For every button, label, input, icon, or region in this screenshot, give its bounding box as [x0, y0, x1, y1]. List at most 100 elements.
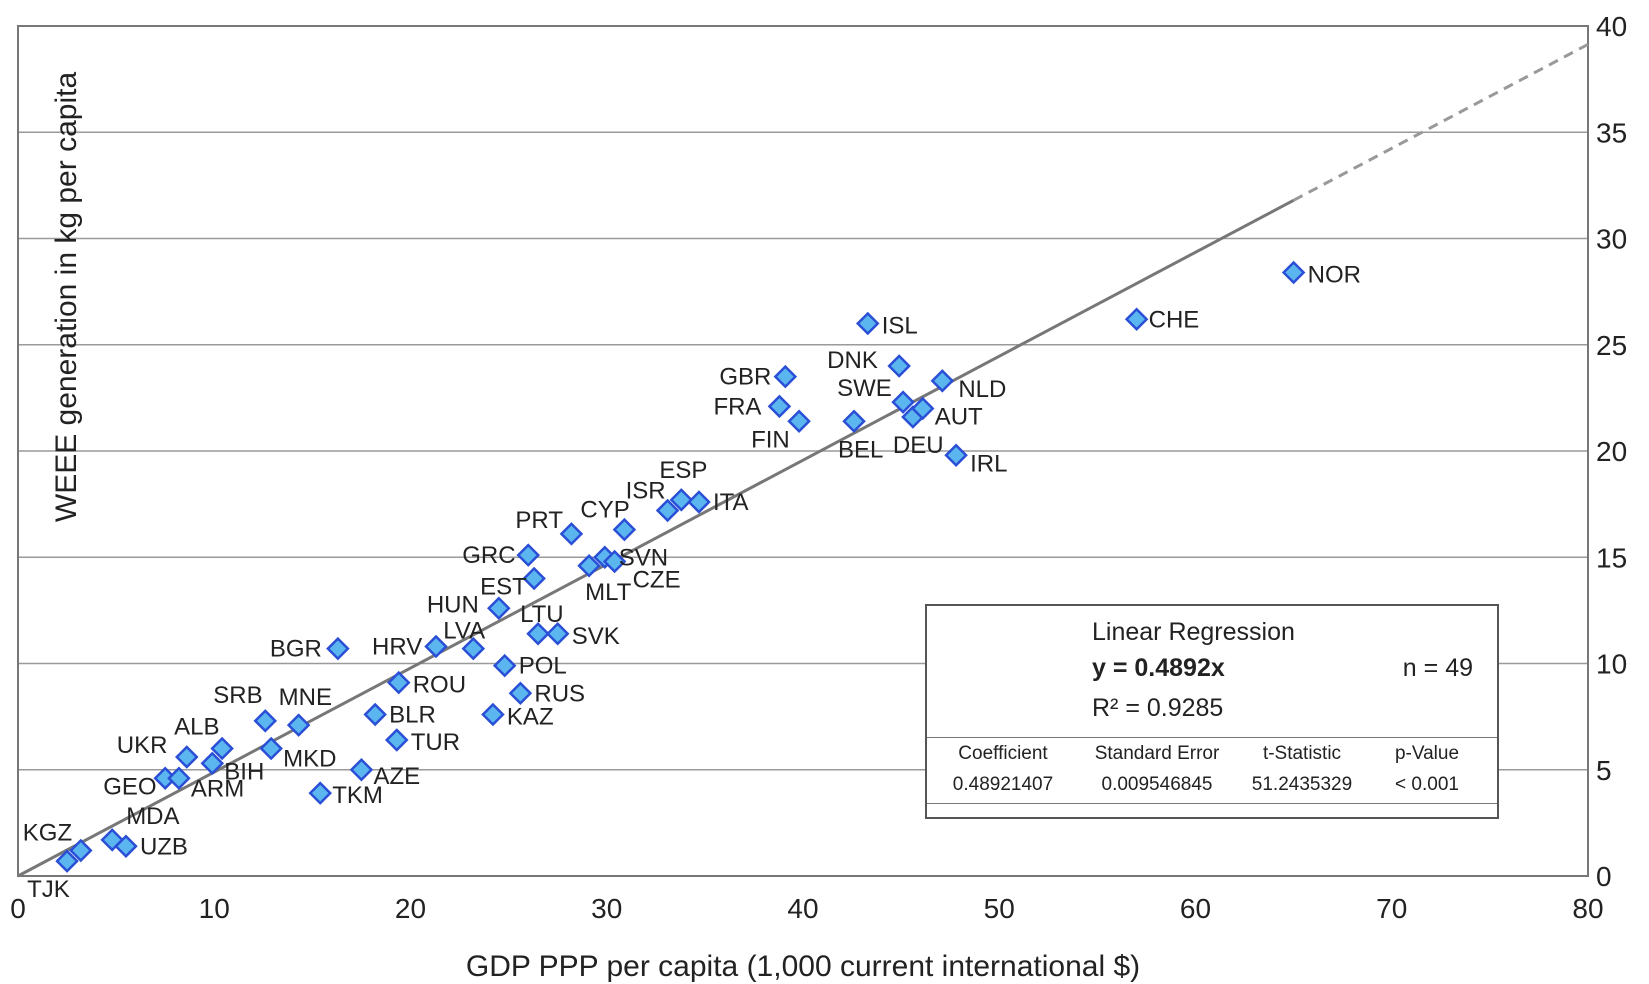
- data-point-marker: [687, 490, 711, 514]
- data-point-marker: [1281, 260, 1306, 285]
- x-axis-ticks: 0 10 20 30 40 50 60 70 80: [10, 893, 1603, 924]
- x-tick-label: 70: [1376, 893, 1407, 924]
- point-label: CZE: [633, 567, 681, 594]
- gridlines: [18, 131, 1588, 771]
- x-tick-label: 60: [1180, 893, 1211, 924]
- stats-value-cell: 0.009546845: [1101, 774, 1213, 795]
- point-label: SVK: [572, 623, 620, 650]
- point-label: TJK: [27, 876, 70, 903]
- point-label: DEU: [893, 432, 944, 459]
- data-point-marker: [559, 522, 584, 546]
- data-point-marker: [910, 396, 935, 421]
- x-axis-title: GDP PPP per capita (1,000 current intern…: [466, 950, 1140, 983]
- data-point-marker: [577, 553, 601, 578]
- stats-header-row: Coefficient Standard Error t-Statistic p…: [927, 743, 1497, 771]
- point-label: UZB: [140, 833, 188, 860]
- point-label: LTU: [520, 601, 564, 628]
- data-point-marker: [767, 394, 792, 419]
- x-tick-label: 10: [199, 893, 230, 924]
- data-point-marker: [891, 390, 915, 414]
- data-point-marker: [787, 409, 811, 434]
- point-label: PRT: [515, 507, 563, 534]
- regression-line-solid: [17, 198, 1295, 878]
- y-tick-label: 5: [1596, 755, 1612, 786]
- data-point-marker: [286, 713, 311, 737]
- point-label: MNE: [279, 684, 332, 711]
- data-point-marker: [1124, 307, 1149, 332]
- data-point-marker: [508, 681, 533, 706]
- point-label: ESP: [659, 457, 707, 484]
- data-point-marker: [200, 751, 225, 776]
- point-label: HUN: [427, 591, 479, 618]
- regression-line: [17, 43, 1589, 878]
- stats-value-cell: 0.48921407: [952, 774, 1054, 795]
- regression-summary-box: Linear Regression y = 0.4892x n = 49 R² …: [925, 604, 1499, 819]
- point-label: ROU: [413, 672, 466, 699]
- data-point-marker: [930, 369, 955, 393]
- data-point-marker: [487, 596, 511, 621]
- stats-header-cell: t-Statistic: [1262, 743, 1342, 764]
- data-point-marker: [516, 543, 541, 567]
- data-point-marker: [259, 736, 283, 761]
- point-label: IRL: [970, 450, 1007, 477]
- point-label: TUR: [411, 729, 460, 756]
- data-point-marker: [481, 702, 505, 727]
- stats-header-cell: Coefficient: [958, 743, 1048, 764]
- regression-title: Linear Regression: [1092, 618, 1295, 646]
- data-point-marker: [461, 636, 486, 661]
- point-label: SWE: [837, 375, 892, 402]
- y-tick-label: 15: [1596, 542, 1627, 573]
- data-point-marker: [386, 670, 411, 695]
- point-label: MLT: [585, 579, 632, 606]
- point-label: CYP: [580, 497, 629, 524]
- plot-frame: [17, 25, 1589, 877]
- point-label: BLR: [389, 702, 436, 729]
- point-label: SVN: [619, 544, 668, 571]
- stats-header-cell: p-Value: [1394, 743, 1460, 764]
- data-point-marker: [424, 634, 448, 659]
- regression-line-extension: [1292, 43, 1589, 202]
- y-tick-label: 40: [1596, 11, 1627, 42]
- point-label: CHE: [1149, 306, 1200, 333]
- point-label: BEL: [838, 436, 883, 463]
- point-label: DNK: [827, 347, 878, 374]
- y-tick-label: 20: [1596, 436, 1627, 467]
- point-label: ISL: [882, 313, 918, 340]
- data-point-marker: [326, 636, 350, 661]
- point-label: ALB: [174, 714, 219, 741]
- point-label: ITA: [713, 489, 749, 516]
- data-point-marker: [69, 838, 93, 863]
- data-point-marker: [522, 566, 546, 591]
- point-label: ISR: [626, 478, 666, 505]
- point-label: ARM: [191, 775, 244, 802]
- r-squared: R² = 0.9285: [1092, 694, 1224, 722]
- x-tick-label: 20: [395, 893, 426, 924]
- data-point-marker: [655, 498, 680, 523]
- point-label: LVA: [443, 618, 485, 645]
- y-tick-label: 0: [1596, 861, 1612, 892]
- data-point-marker: [842, 409, 866, 434]
- point-label: TKM: [332, 782, 383, 809]
- point-label: NOR: [1308, 262, 1361, 289]
- data-point-marker: [944, 443, 968, 468]
- point-label: GEO: [103, 773, 156, 800]
- x-tick-label: 50: [984, 893, 1015, 924]
- point-label: RUS: [534, 680, 585, 707]
- point-label: MDA: [126, 803, 179, 830]
- point-label: UKR: [117, 732, 168, 759]
- data-point-marker: [526, 621, 550, 646]
- y-axis-title: WEEE generation in kg per capita: [50, 72, 83, 523]
- data-point-marker: [855, 311, 880, 336]
- data-point-marker: [669, 488, 694, 512]
- regression-equation: y = 0.4892x: [1092, 654, 1225, 682]
- y-tick-label: 30: [1596, 224, 1627, 255]
- data-point-marker: [175, 745, 199, 769]
- x-tick-label: 30: [591, 893, 622, 924]
- point-label: GBR: [719, 364, 771, 391]
- stats-value-cell: 51.2435329: [1251, 774, 1353, 795]
- data-point-marker: [114, 834, 138, 859]
- point-label: POL: [519, 653, 567, 680]
- point-label: FIN: [751, 426, 790, 453]
- regression-divider: [927, 803, 1497, 804]
